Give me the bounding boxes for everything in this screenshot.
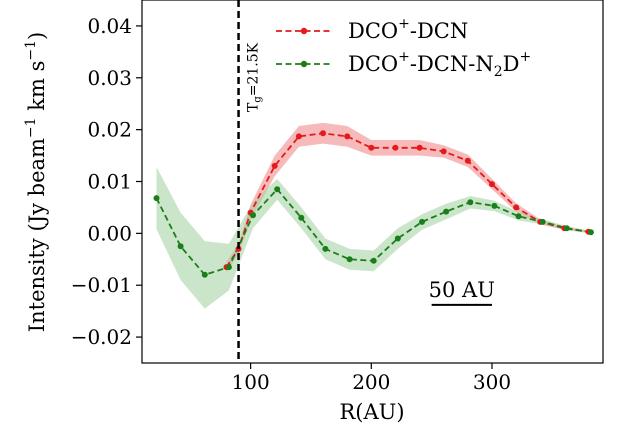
x-axis: 100 200 300 <box>232 363 511 394</box>
data-point-0-5 <box>320 130 326 137</box>
data-point-1-11 <box>419 218 425 225</box>
uncertainty-bands <box>156 122 591 309</box>
y-tick-label: 0.02 <box>87 118 132 142</box>
x-tick-label: 100 <box>232 370 270 394</box>
scalebar: 50 AU <box>429 278 495 306</box>
x-tick-label: 200 <box>352 370 390 394</box>
data-point-1-1 <box>177 243 184 250</box>
y-tick-label: 0.03 <box>87 66 132 90</box>
legend-label-dco-dcn: DCO+-DCN <box>348 16 468 43</box>
uncertainty-band-1 <box>156 167 591 309</box>
data-point-1-5 <box>274 186 281 193</box>
y-tick-label: 0.00 <box>87 221 132 245</box>
data-point-0-9 <box>416 144 423 151</box>
data-point-1-9 <box>370 257 377 264</box>
data-point-1-17 <box>563 225 570 232</box>
data-point-0-10 <box>440 148 447 155</box>
data-point-0-3 <box>271 162 278 169</box>
data-point-1-2 <box>201 271 208 278</box>
y-tick-label: −0.02 <box>71 325 132 349</box>
series-markers <box>153 130 594 278</box>
data-point-1-14 <box>491 202 498 209</box>
data-point-1-0 <box>153 195 160 202</box>
uncertainty-band-0 <box>226 122 589 273</box>
y-axis-label: Intensity (Jy beam−1 km s−1) <box>23 32 49 332</box>
data-point-0-8 <box>392 144 399 151</box>
y-tick-label: −0.01 <box>71 273 132 297</box>
data-point-0-12 <box>489 181 495 188</box>
x-axis-label: R(AU) <box>339 400 404 424</box>
y-tick-label: 0.01 <box>87 170 132 194</box>
data-point-1-13 <box>467 199 474 206</box>
data-point-1-7 <box>322 245 329 252</box>
data-point-1-16 <box>539 218 546 225</box>
y-tick-label: 0.04 <box>87 14 132 38</box>
legend-label-dco-dcn-n2d: DCO+-DCN-N2D+ <box>348 49 531 80</box>
data-point-0-6 <box>344 133 351 140</box>
data-point-1-8 <box>346 256 353 263</box>
data-point-1-12 <box>443 208 450 215</box>
data-point-1-6 <box>298 214 305 221</box>
data-point-1-18 <box>587 229 594 236</box>
data-point-1-15 <box>515 213 522 220</box>
data-point-1-4 <box>250 212 256 219</box>
y-axis: −0.02 −0.01 0.00 0.01 0.02 0.03 0.04 <box>71 14 142 349</box>
legend-entry-dco-dcn-n2d: DCO+-DCN-N2D+ <box>276 49 531 80</box>
data-point-0-13 <box>513 204 520 211</box>
data-point-0-4 <box>295 133 302 140</box>
data-point-0-11 <box>464 157 471 164</box>
legend-entry-dco-dcn: DCO+-DCN <box>276 16 468 43</box>
data-point-0-7 <box>368 144 375 151</box>
scalebar-label: 50 AU <box>429 278 495 302</box>
temperature-line-label: Tg=21.5K <box>246 42 264 112</box>
legend: DCO+-DCN DCO+-DCN-N2D+ <box>276 16 531 80</box>
x-tick-label: 300 <box>473 370 511 394</box>
data-point-1-3 <box>225 264 232 271</box>
data-point-1-10 <box>394 235 401 242</box>
